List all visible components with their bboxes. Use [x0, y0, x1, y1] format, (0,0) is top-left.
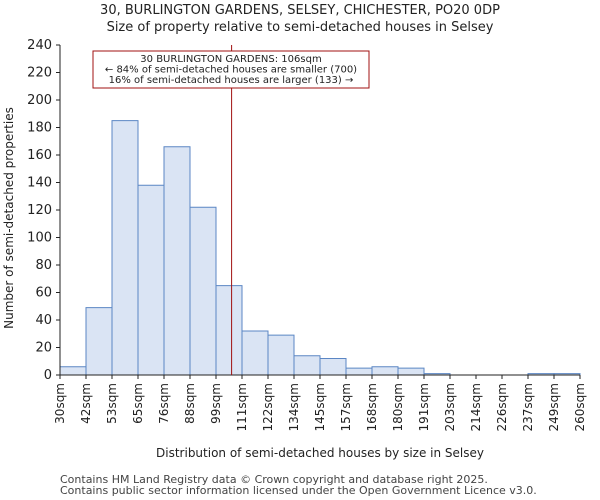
y-tick-label-100: 100	[27, 231, 52, 246]
y-tick-label-40: 40	[35, 313, 52, 328]
chart-subtitle: Size of property relative to semi-detach…	[106, 20, 494, 35]
y-tick-label-140: 140	[27, 176, 52, 191]
histogram-bar-145sqm	[319, 358, 347, 376]
footer-copyright: Contains HM Land Registry data © Crown c…	[60, 473, 488, 486]
x-tick-label-260sqm: 260sqm	[573, 383, 587, 431]
y-tick-label-120: 120	[27, 203, 52, 218]
y-tick-label-20: 20	[35, 341, 52, 356]
histogram-bar-53sqm	[111, 120, 139, 376]
x-tick-label-53sqm: 53sqm	[105, 383, 119, 424]
x-axis-label: Distribution of semi-detached houses by …	[156, 446, 484, 460]
x-tick-label-42sqm: 42sqm	[79, 383, 93, 424]
y-tick-label-60: 60	[35, 286, 52, 301]
y-tick-label-240: 240	[27, 38, 52, 53]
x-tick-label-122sqm: 122sqm	[261, 383, 275, 431]
x-tick-label-226sqm: 226sqm	[495, 383, 509, 431]
x-tick-label-76sqm: 76sqm	[157, 383, 171, 424]
histogram-bar-157sqm	[345, 367, 373, 376]
histogram-bar-88sqm	[189, 206, 217, 376]
x-tick-label-168sqm: 168sqm	[365, 383, 379, 431]
annotation-layer: 30 BURLINGTON GARDENS: 106sqm← 84% of se…	[92, 50, 370, 89]
histogram-bar-42sqm	[85, 307, 113, 376]
histogram-bar-111sqm	[241, 330, 269, 376]
y-tick-label-0: 0	[44, 368, 52, 383]
y-axis-label: Number of semi-detached properties	[2, 107, 16, 329]
x-tick-label-191sqm: 191sqm	[417, 383, 431, 431]
y-tick-label-200: 200	[27, 93, 52, 108]
x-tick-label-157sqm: 157sqm	[339, 383, 353, 431]
annotation-line-address: 30 BURLINGTON GARDENS: 106sqm	[140, 54, 321, 65]
annotation-line-larger: 16% of semi-detached houses are larger (…	[109, 75, 354, 86]
y-tick-label-220: 220	[27, 66, 52, 81]
y-tick-label-180: 180	[27, 121, 52, 136]
x-tick-label-237sqm: 237sqm	[521, 383, 535, 431]
y-tick-label-160: 160	[27, 148, 52, 163]
x-tick-label-65sqm: 65sqm	[131, 383, 145, 424]
histogram-bar-30sqm	[59, 366, 87, 376]
histogram-bar-76sqm	[163, 146, 191, 376]
histogram-bar-122sqm	[267, 334, 295, 376]
x-tick-label-88sqm: 88sqm	[183, 383, 197, 424]
axes-layer: 0 20 40 60 80 100 120 140 160 180 200 220 240 30sqm 42…	[27, 38, 587, 431]
chart-title: 30, BURLINGTON GARDENS, SELSEY, CHICHEST…	[100, 3, 500, 18]
x-tick-label-214sqm: 214sqm	[469, 383, 483, 431]
footer-licence: Contains public sector information licen…	[60, 484, 537, 497]
x-tick-label-203sqm: 203sqm	[443, 383, 457, 431]
x-tick-label-30sqm: 30sqm	[53, 383, 67, 424]
annotation-line-smaller: ← 84% of semi-detached houses are smalle…	[105, 65, 357, 76]
x-tick-label-180sqm: 180sqm	[391, 383, 405, 431]
x-tick-label-111sqm: 111sqm	[235, 383, 249, 431]
histogram-bar-168sqm	[371, 366, 399, 376]
x-tick-label-99sqm: 99sqm	[209, 383, 223, 424]
y-tick-label-80: 80	[35, 258, 52, 273]
x-tick-label-249sqm: 249sqm	[547, 383, 561, 431]
x-tick-label-145sqm: 145sqm	[313, 383, 327, 431]
bars-layer	[59, 120, 581, 376]
histogram-bar-65sqm	[137, 184, 165, 376]
histogram-bar-180sqm	[397, 367, 425, 376]
x-tick-label-134sqm: 134sqm	[287, 383, 301, 431]
histogram-bar-134sqm	[293, 355, 321, 376]
annotation-box	[92, 50, 370, 89]
histogram-bar-99sqm	[215, 285, 243, 376]
